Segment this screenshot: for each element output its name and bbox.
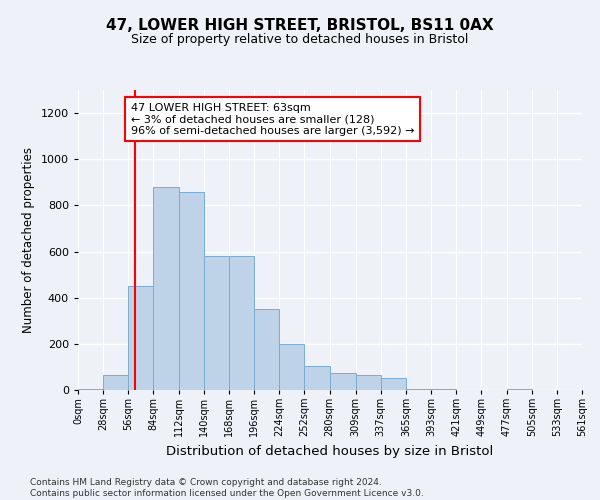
- Text: 47 LOWER HIGH STREET: 63sqm
← 3% of detached houses are smaller (128)
96% of sem: 47 LOWER HIGH STREET: 63sqm ← 3% of deta…: [131, 102, 415, 136]
- Text: Contains HM Land Registry data © Crown copyright and database right 2024.
Contai: Contains HM Land Registry data © Crown c…: [30, 478, 424, 498]
- Bar: [154, 187, 179, 390]
- Text: 47, LOWER HIGH STREET, BRISTOL, BS11 0AX: 47, LOWER HIGH STREET, BRISTOL, BS11 0AX: [106, 18, 494, 32]
- Bar: [229, 256, 254, 390]
- Text: Size of property relative to detached houses in Bristol: Size of property relative to detached ho…: [131, 32, 469, 46]
- Bar: [103, 375, 128, 390]
- Bar: [356, 375, 381, 390]
- Bar: [254, 309, 279, 390]
- Bar: [179, 192, 204, 390]
- Bar: [431, 389, 456, 390]
- Y-axis label: Number of detached properties: Number of detached properties: [22, 147, 35, 333]
- Bar: [279, 344, 304, 390]
- Bar: [381, 378, 406, 390]
- Bar: [406, 389, 431, 390]
- Bar: [204, 256, 229, 390]
- Bar: [506, 389, 532, 390]
- Bar: [304, 366, 329, 390]
- X-axis label: Distribution of detached houses by size in Bristol: Distribution of detached houses by size …: [166, 445, 494, 458]
- Bar: [128, 286, 154, 390]
- Bar: [78, 389, 103, 390]
- Bar: [329, 372, 356, 390]
